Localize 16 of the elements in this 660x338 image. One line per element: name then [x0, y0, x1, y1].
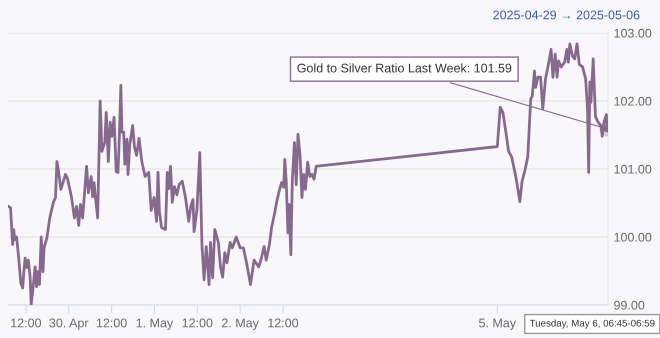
x-tick-label: 2. May	[222, 318, 259, 330]
x-tick-label: 12:00	[11, 318, 42, 328]
x-tick-label: 12:00	[182, 318, 212, 328]
annotation: Gold to Silver Ratio Last Week: 101.59	[297, 63, 512, 73]
y-tick-label: 100.00	[614, 232, 652, 242]
x-tick-label: 5. May	[479, 318, 516, 330]
x-tick-label: 1. May	[136, 318, 174, 330]
x-tick-label: 30. Apr	[49, 318, 88, 330]
y-tick-label: 103.00	[614, 28, 652, 38]
x-tick-label: 12:00	[96, 318, 127, 328]
y-tick-label: 101.00	[614, 164, 652, 174]
y-tick-label: 99.00	[614, 300, 644, 310]
chart-subtitle: 2025-04-29 → 2025-05-06	[493, 10, 640, 20]
x-tick-label: 12:00	[268, 318, 298, 328]
text: Tuesday, May 6, 06:45-06:59	[530, 319, 655, 329]
y-tick-label: 102.00	[614, 96, 652, 106]
